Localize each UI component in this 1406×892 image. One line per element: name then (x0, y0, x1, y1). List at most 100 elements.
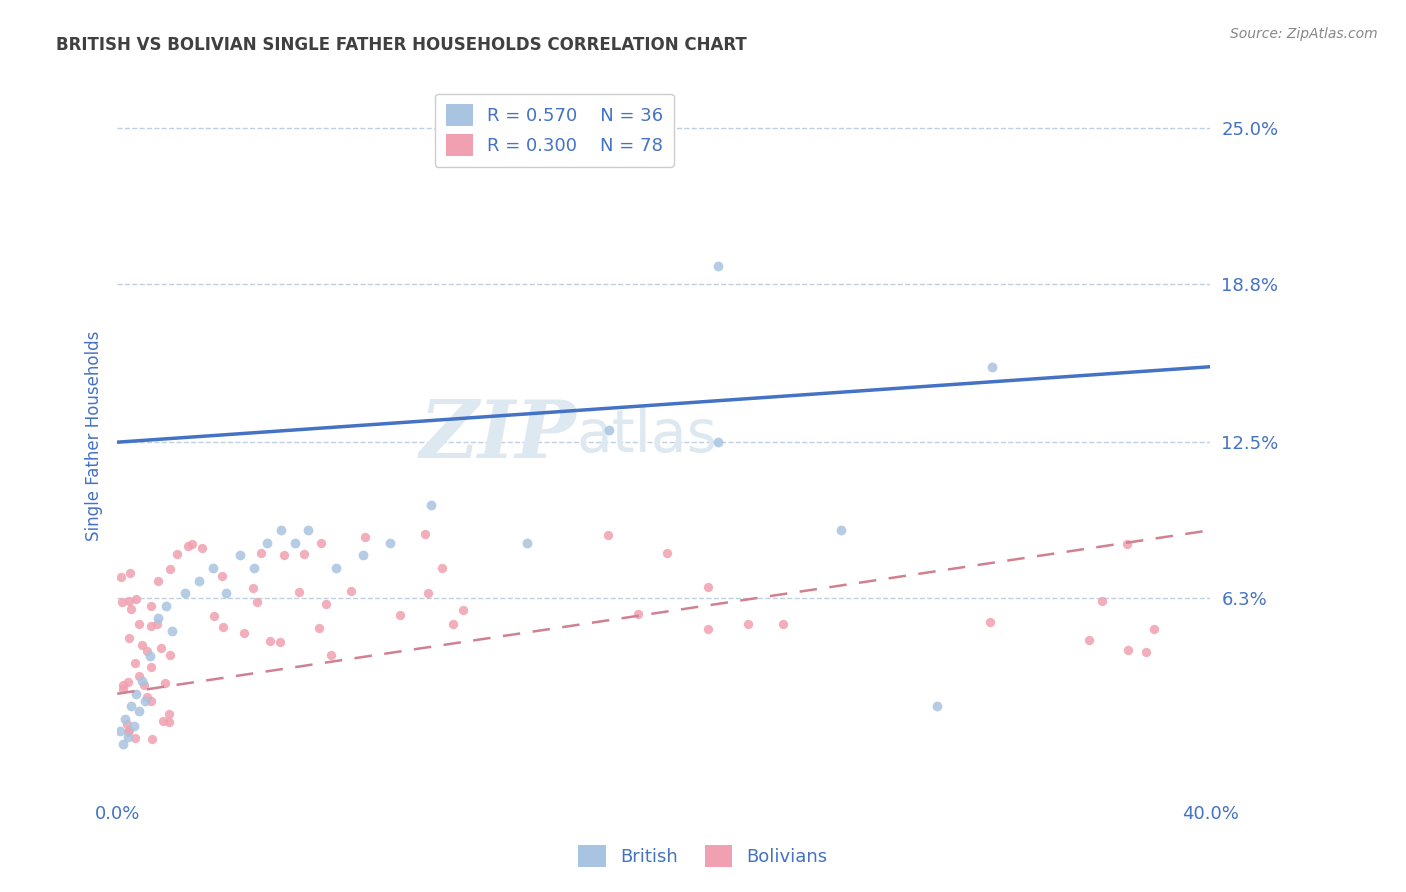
Point (246, 595, 269, 609)
Point (273, 548, 295, 562)
Point (270, 523, 292, 537)
Legend: R = 0.570    N = 36, R = 0.300    N = 78: R = 0.570 N = 36, R = 0.300 N = 78 (434, 94, 673, 167)
Point (297, 523, 319, 537)
Point (1116, 537, 1139, 551)
Point (180, 537, 202, 551)
Point (215, 586, 238, 600)
Point (139, 648, 162, 663)
Point (152, 714, 174, 729)
Point (125, 591, 148, 606)
Point (117, 725, 139, 739)
Point (380, 536, 402, 550)
Point (284, 536, 307, 550)
Point (159, 562, 181, 576)
Point (145, 616, 167, 631)
Point (596, 528, 619, 542)
Point (925, 699, 948, 714)
Point (979, 615, 1001, 629)
Point (153, 675, 176, 690)
Legend: British, Bolivians: British, Bolivians (571, 838, 835, 874)
Point (1091, 593, 1114, 607)
Text: ZIP: ZIP (419, 397, 576, 475)
Point (353, 530, 375, 544)
Point (139, 599, 162, 614)
Point (157, 715, 180, 730)
Point (259, 634, 281, 648)
Point (155, 599, 177, 613)
Point (132, 678, 155, 692)
Point (441, 617, 464, 632)
Point (139, 659, 162, 673)
Point (122, 719, 145, 733)
Point (243, 561, 266, 575)
Point (174, 586, 197, 600)
Point (413, 526, 436, 541)
Y-axis label: Single Father Households: Single Father Households (86, 331, 103, 541)
Point (516, 536, 538, 550)
Point (269, 635, 291, 649)
Point (325, 561, 347, 575)
Point (288, 584, 311, 599)
Point (120, 602, 142, 616)
Point (118, 593, 141, 607)
Point (114, 712, 136, 726)
Point (309, 536, 332, 550)
Point (112, 682, 135, 697)
Point (250, 546, 273, 560)
Point (389, 608, 412, 623)
Point (111, 678, 134, 692)
Point (188, 574, 211, 588)
Point (655, 546, 678, 560)
Point (772, 617, 794, 632)
Point (451, 603, 474, 617)
Point (315, 597, 337, 611)
Point (352, 549, 374, 563)
Point (120, 699, 142, 714)
Point (229, 549, 252, 563)
Point (1077, 632, 1099, 647)
Point (111, 594, 134, 608)
Point (118, 631, 141, 645)
Point (598, 423, 620, 437)
Point (1143, 622, 1166, 636)
Point (135, 690, 157, 704)
Point (148, 611, 170, 625)
Point (707, 435, 730, 450)
Point (131, 674, 153, 689)
Point (108, 724, 131, 739)
Point (308, 621, 330, 635)
Point (117, 674, 139, 689)
Point (980, 359, 1002, 374)
Point (125, 687, 148, 701)
Point (134, 694, 156, 708)
Point (118, 723, 141, 737)
Point (737, 616, 759, 631)
Point (128, 669, 150, 683)
Point (202, 609, 225, 624)
Point (416, 586, 439, 600)
Point (627, 607, 650, 621)
Point (131, 639, 153, 653)
Point (292, 547, 315, 561)
Point (124, 657, 146, 671)
Point (707, 259, 730, 273)
Point (157, 706, 180, 721)
Point (141, 732, 163, 747)
Text: Source: ZipAtlas.com: Source: ZipAtlas.com (1230, 27, 1378, 41)
Point (201, 561, 224, 575)
Point (697, 622, 720, 636)
Point (115, 716, 138, 731)
Point (111, 737, 134, 751)
Point (233, 625, 256, 640)
Point (117, 730, 139, 744)
Point (159, 648, 181, 662)
Point (1116, 643, 1139, 657)
Point (160, 624, 183, 638)
Point (177, 540, 200, 554)
Text: atlas: atlas (576, 408, 717, 465)
Point (211, 569, 233, 583)
Point (212, 620, 235, 634)
Point (166, 548, 188, 562)
Point (339, 583, 361, 598)
Point (830, 523, 852, 537)
